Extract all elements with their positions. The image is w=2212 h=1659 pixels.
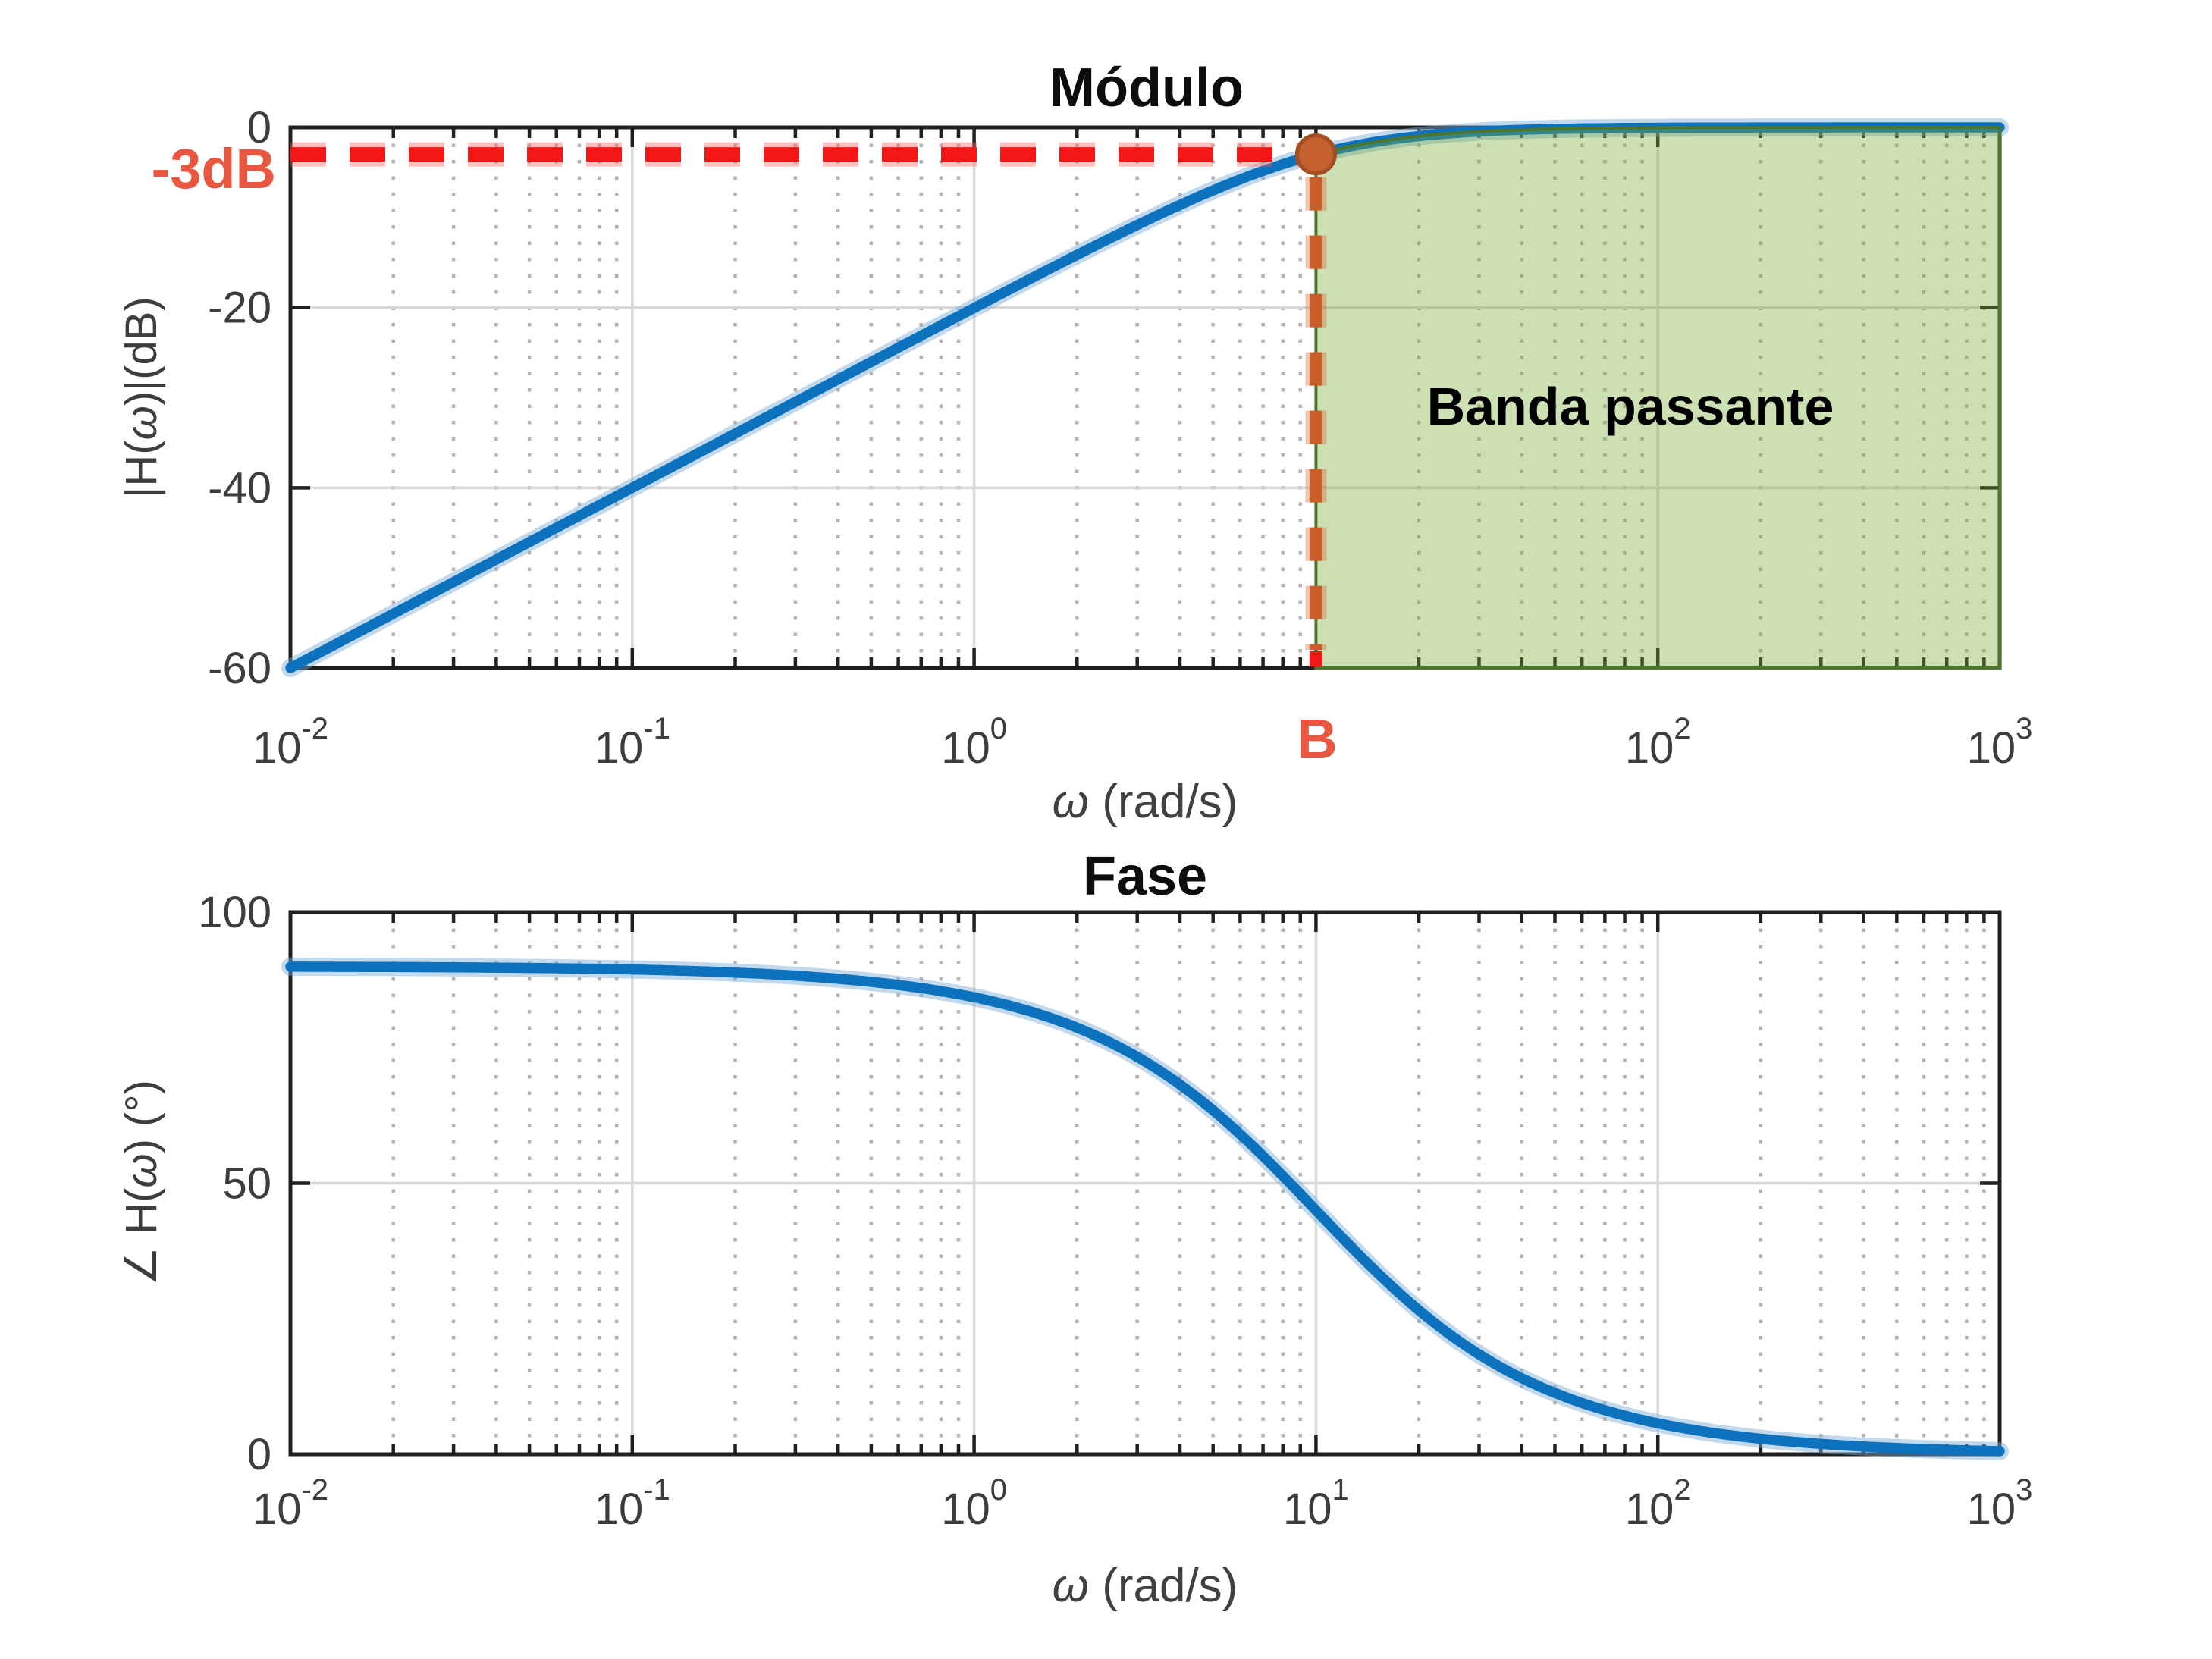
y-tick-label: 0 [247, 103, 271, 152]
tick-exponent: -2 [301, 1473, 328, 1507]
x-tick-label: 100 [941, 1473, 1007, 1534]
x-tick-label: 10-1 [595, 712, 670, 773]
tick-exponent: -1 [643, 712, 670, 745]
passband-region [1314, 126, 2001, 670]
tick-exponent: 3 [2016, 1473, 2032, 1507]
tick-exponent: -1 [643, 1473, 670, 1507]
magnitude-y-axis-label: |H(ω)|(dB) [117, 296, 166, 497]
tick-base: 10 [1625, 1485, 1674, 1534]
tick-base: 10 [595, 1485, 644, 1534]
curve-glow [281, 957, 2009, 1460]
tick-base: 10 [1967, 723, 2016, 773]
tick-exponent: 3 [2016, 712, 2032, 745]
omega-symbol: ω [1053, 1560, 1089, 1612]
omega-symbol: ω [1053, 776, 1089, 828]
passband-label: Banda passante [1427, 377, 1834, 436]
x-tick-label: 102 [1625, 712, 1691, 773]
y-tick-label: -40 [208, 463, 271, 513]
xlabel-rest: (rad/s) [1089, 1560, 1238, 1612]
phase-y-axis-label: ∠ H(ω) (°) [117, 1080, 166, 1286]
omega-symbol: ω [117, 1153, 166, 1187]
x-tick-label: 10-2 [253, 1473, 328, 1534]
tick-base: 10 [253, 1485, 302, 1534]
x-tick-label: 103 [1967, 1473, 2033, 1534]
cutoff-point-marker [1294, 133, 1337, 176]
tick-exponent: 2 [1674, 712, 1690, 745]
phase-title: Fase [1083, 846, 1207, 907]
tick-base: 10 [941, 723, 990, 773]
x-tick-label: 101 [1283, 1473, 1349, 1534]
phase-x-axis-label: ω (rad/s) [1053, 1560, 1238, 1612]
cutoff-b-label: B [1297, 707, 1337, 770]
x-tick-label: 10-2 [253, 712, 328, 773]
y-tick-label: 100 [198, 888, 271, 937]
tick-exponent: 0 [990, 1473, 1007, 1507]
tick-exponent: 2 [1674, 1473, 1690, 1507]
magnitude-title: Módulo [1050, 58, 1244, 118]
tick-base: 10 [595, 723, 644, 773]
y-tick-label: -60 [208, 644, 271, 693]
y-tick-label: -20 [208, 284, 271, 333]
y-tick-label: 0 [247, 1430, 271, 1479]
xlabel-rest: (rad/s) [1089, 776, 1238, 828]
tick-base: 10 [253, 723, 302, 773]
tick-base: 10 [1967, 1485, 2016, 1534]
magnitude-x-axis-label: ω (rad/s) [1053, 776, 1238, 828]
tick-exponent: 1 [1332, 1473, 1349, 1507]
tick-exponent: -2 [301, 712, 328, 745]
y-tick-label: 50 [222, 1159, 271, 1209]
ylabel-pre: ∠ H( [117, 1188, 166, 1286]
phase-curve [285, 961, 2005, 1457]
x-tick-label: 102 [1625, 1473, 1691, 1534]
ylabel-post: ) (°) [117, 1080, 166, 1153]
ylabel-pre: |H( [117, 440, 166, 497]
tick-exponent: 0 [990, 712, 1007, 745]
omega-symbol: ω [117, 406, 166, 440]
x-tick-label: 10-1 [595, 1473, 670, 1534]
x-tick-label: 100 [941, 712, 1007, 773]
ylabel-post: )|(dB) [117, 296, 166, 406]
tick-base: 10 [1283, 1485, 1332, 1534]
x-tick-label: 103 [1967, 712, 2033, 773]
tick-base: 10 [1625, 723, 1674, 773]
minus-3db-label: -3dB [152, 137, 276, 200]
tick-base: 10 [941, 1485, 990, 1534]
